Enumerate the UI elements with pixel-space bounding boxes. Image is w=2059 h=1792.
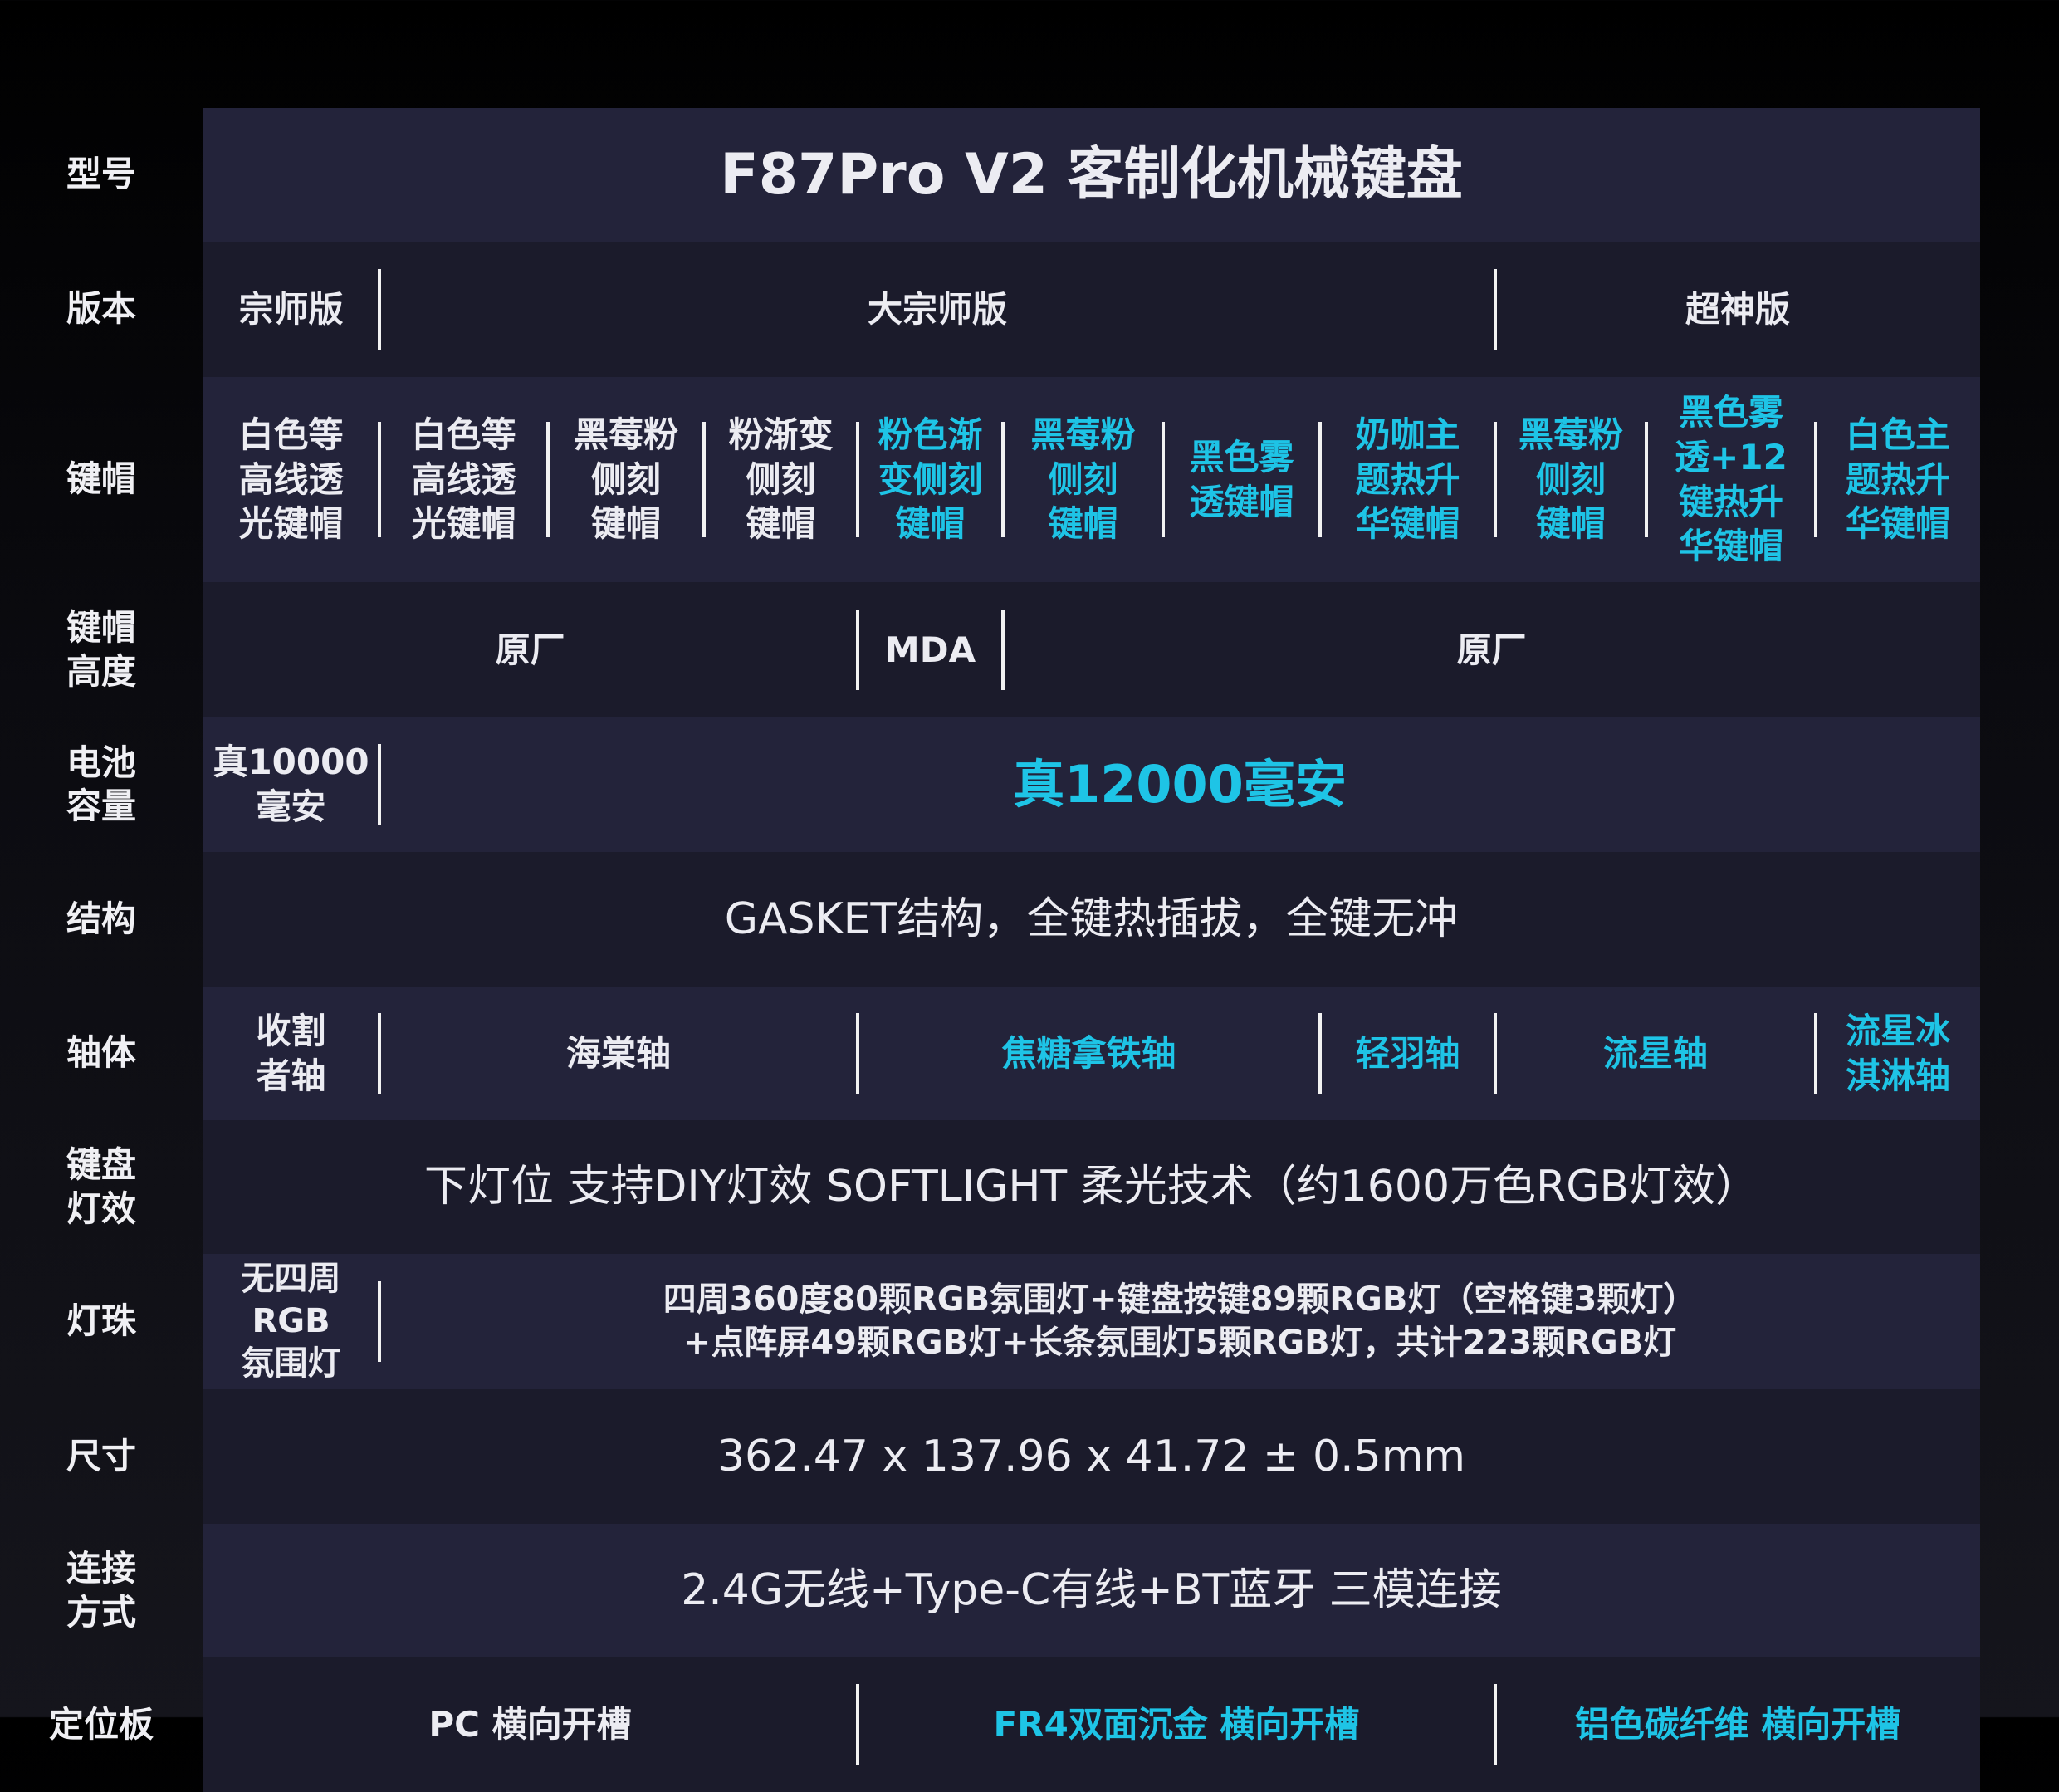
spec-row-version: 宗师版 大宗师版 超神版 [203, 242, 1980, 377]
spec-row-model: F87Pro V2 客制化机械键盘 [203, 108, 1980, 242]
size-cell: 362.47 x 137.96 x 41.72 ± 0.5mm [716, 1431, 1466, 1481]
spec-row-size: 362.47 x 137.96 x 41.72 ± 0.5mm [203, 1389, 1980, 1524]
led-beads-cell: 无四周 RGB 氛围灯 [241, 1259, 341, 1383]
switch-cell: 流星冰 淇淋轴 [1814, 987, 1980, 1120]
keycap-cell: 黑莓粉 侧刻 键帽 [1494, 377, 1646, 582]
spec-row-switch: 收割 者轴 海棠轴 焦糖拿铁轴 轻羽轴 流星轴 流星冰 淇淋轴 [203, 987, 1980, 1120]
row-label-keycap: 键帽 [66, 458, 136, 500]
switch-cell: 流星轴 [1494, 987, 1816, 1120]
keycap-cell: 白色等 高线透 光键帽 [238, 414, 344, 545]
plate-cell: PC 横向开槽 [428, 1704, 632, 1745]
version-cell: 超神版 [1494, 242, 1980, 377]
row-label-keycap-height: 键帽 高度 [66, 607, 136, 692]
keycap-cell: 黑莓粉 侧刻 键帽 [546, 377, 704, 582]
switch-cell: 海棠轴 [378, 987, 858, 1120]
keycap-height-cell: MDA [856, 582, 1003, 717]
connection-cell: 2.4G无线+Type-C有线+BT蓝牙 三模连接 [681, 1565, 1502, 1616]
switch-cell: 收割 者轴 [256, 1010, 326, 1096]
version-cell: 宗师版 [238, 288, 344, 330]
led-beads-cell: 四周360度80颗RGB氛围灯+键盘按键89颗RGB灯（空格键3颗灯） +点阵屏… [378, 1254, 1980, 1389]
switch-cell: 焦糖拿铁轴 [856, 987, 1320, 1120]
row-label-led-beads: 灯珠 [66, 1300, 136, 1342]
spec-row-keycap-height: 原厂 MDA 原厂 [203, 582, 1980, 717]
row-label-switch: 轴体 [66, 1032, 136, 1074]
row-label-version: 版本 [66, 288, 136, 330]
keycap-cell: 黑色雾 透+12 键热升 华键帽 [1645, 377, 1816, 582]
keycap-cell: 黑色雾 透键帽 [1162, 377, 1320, 582]
row-label-lighting: 键盘 灯效 [66, 1144, 136, 1229]
battery-cell: 真12000毫安 [378, 717, 1980, 852]
plate-cell: 铝色碳纤维 横向开槽 [1494, 1657, 1980, 1792]
keycap-cell: 粉渐变 侧刻 键帽 [702, 377, 858, 582]
keycap-cell: 白色等 高线透 光键帽 [378, 377, 548, 582]
version-cell: 大宗师版 [378, 242, 1495, 377]
keycap-cell: 奶咖主 题热升 华键帽 [1318, 377, 1495, 582]
row-label-structure: 结构 [66, 898, 136, 939]
spec-row-keycap: 白色等 高线透 光键帽 白色等 高线透 光键帽 黑莓粉 侧刻 键帽 粉渐变 侧刻 键帽… [203, 377, 1980, 582]
battery-cell: 真10000 毫安 [213, 742, 369, 827]
keycap-cell: 白色主 题热升 华键帽 [1814, 377, 1980, 582]
keycap-cell: 黑莓粉 侧刻 键帽 [1001, 377, 1163, 582]
row-label-battery: 电池 容量 [66, 742, 136, 827]
row-label-size: 尺寸 [66, 1435, 136, 1476]
spec-row-led-beads: 无四周 RGB 氛围灯 四周360度80颗RGB氛围灯+键盘按键89颗RGB灯（空… [203, 1254, 1980, 1389]
lighting-cell: 下灯位 支持DIY灯效 SOFTLIGHT 柔光技术（约1600万色RGB灯效） [423, 1162, 1759, 1212]
spec-row-plate: PC 横向开槽 FR4双面沉金 横向开槽 铝色碳纤维 横向开槽 [203, 1657, 1980, 1792]
spec-row-connection: 2.4G无线+Type-C有线+BT蓝牙 三模连接 [203, 1524, 1980, 1657]
structure-cell: GASKET结构，全键热插拔，全键无冲 [724, 894, 1459, 944]
switch-cell: 轻羽轴 [1318, 987, 1495, 1120]
spec-row-lighting: 下灯位 支持DIY灯效 SOFTLIGHT 柔光技术（约1600万色RGB灯效） [203, 1120, 1980, 1254]
row-label-connection: 连接 方式 [66, 1548, 136, 1633]
row-label-model: 型号 [66, 154, 136, 195]
spec-row-battery: 真10000 毫安 真12000毫安 [203, 717, 1980, 852]
keycap-height-cell: 原厂 [1001, 582, 1980, 717]
keycap-height-cell: 原厂 [495, 629, 565, 670]
keycap-cell: 粉色渐 变侧刻 键帽 [856, 377, 1003, 582]
plate-cell: FR4双面沉金 横向开槽 [856, 1657, 1495, 1792]
row-label-plate: 定位板 [48, 1703, 154, 1745]
spec-row-structure: GASKET结构，全键热插拔，全键无冲 [203, 852, 1980, 987]
model-cell: F87Pro V2 客制化机械键盘 [720, 141, 1463, 208]
